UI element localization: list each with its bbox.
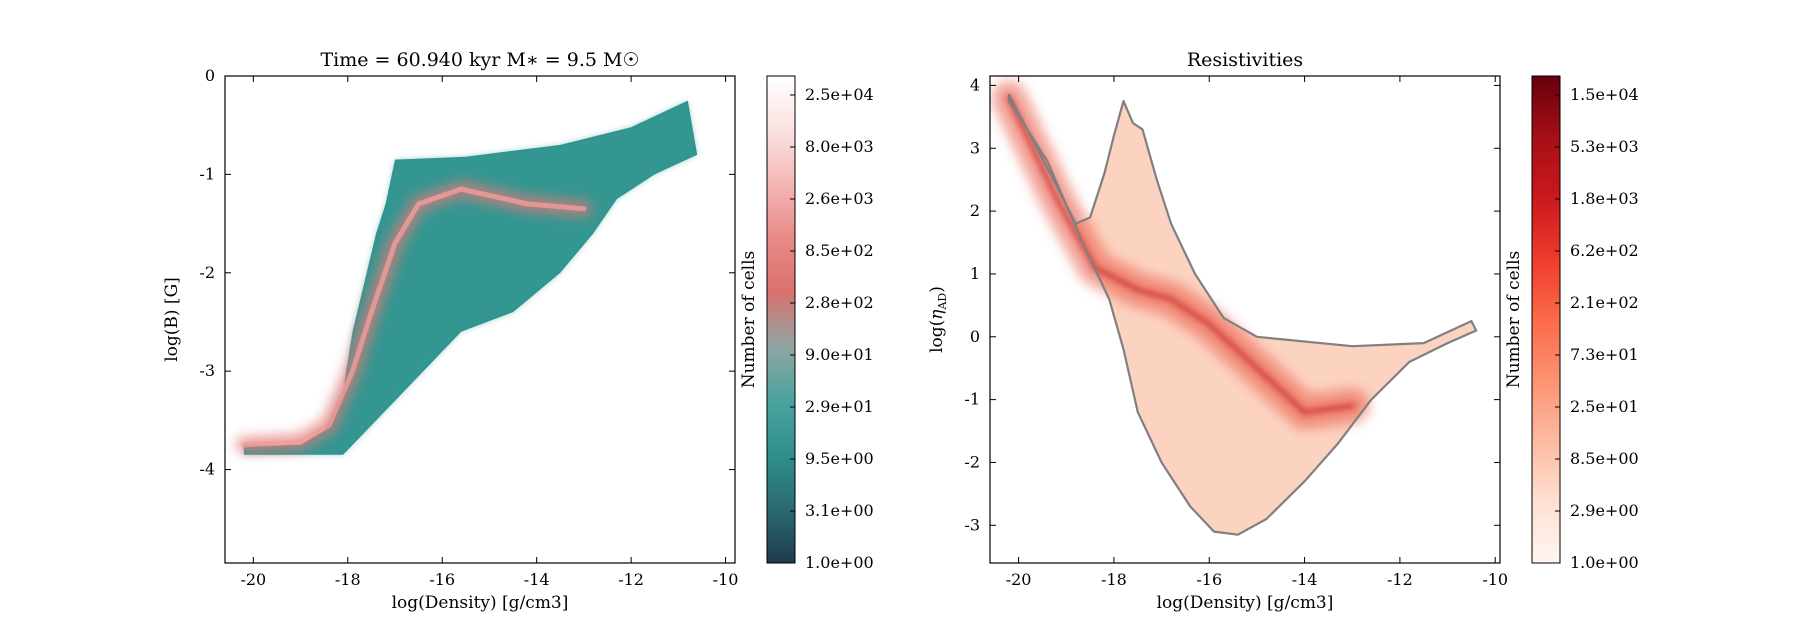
x-tick-label: -20 [240, 570, 266, 589]
x-tick-label: -20 [1006, 570, 1032, 589]
y-tick-label: -3 [199, 361, 215, 380]
y-tick-label: -2 [199, 263, 215, 282]
y-tick-label: 3 [970, 138, 980, 157]
panel2-colorbar-label: Number of cells [1504, 251, 1524, 389]
x-tick-label: -18 [1101, 570, 1127, 589]
panel1-colorbar [766, 75, 796, 564]
colorbar-tick-label: 3.1e+00 [805, 501, 874, 520]
panel1-title: Time = 60.940 kyr M∗ = 9.5 M☉ [320, 49, 639, 71]
x-tick-label: -12 [1387, 570, 1413, 589]
colorbar-tick-label: 2.8e+02 [805, 293, 874, 312]
colorbar-tick-label: 1.8e+03 [1570, 189, 1639, 208]
resistivity-ridge-core [1006, 95, 1356, 416]
colorbar-tick-label: 2.1e+02 [1570, 293, 1639, 312]
colorbar-tick-label: 5.3e+03 [1570, 137, 1639, 156]
colorbar-tick-label: 8.5e+02 [805, 241, 874, 260]
colorbar-tick-label: 6.2e+02 [1570, 241, 1639, 260]
colorbar-tick-label: 9.0e+01 [805, 345, 874, 364]
panel1-ticks: -20 -18 -16 -14 -12 -10 0 -1 -2 -3 -4 [199, 66, 738, 589]
panel2-title: Resistivities [1187, 49, 1303, 71]
colorbar-tick-label: 1.5e+04 [1570, 85, 1639, 104]
colorbar-tick-label: 9.5e+00 [805, 449, 874, 468]
y-tick-label: -3 [964, 515, 980, 534]
x-tick-label: -14 [1292, 570, 1318, 589]
y-tick-label: -1 [964, 390, 980, 409]
data-region [1009, 94, 1477, 535]
y-tick-label: 0 [970, 327, 980, 346]
panel1-colorbar-label: Number of cells [739, 251, 759, 389]
x-tick-label: -10 [1482, 570, 1508, 589]
colorbar-tick-label: 2.5e+04 [805, 85, 874, 104]
y-tick-label: 4 [970, 75, 980, 94]
panel2-frame [989, 75, 1501, 564]
panel1-ylabel: log(B) [G] [162, 277, 182, 362]
panel2-ylabel-symbol: η [927, 309, 947, 320]
colorbar-tick-label: 1.0e+00 [1570, 553, 1639, 572]
x-tick-label: -18 [335, 570, 361, 589]
y-tick-label: -2 [964, 452, 980, 471]
panel1-xlabel: log(Density) [g/cm3] [392, 593, 569, 613]
colorbar-tick-label: 2.9e+00 [1570, 501, 1639, 520]
y-tick-label: 0 [205, 66, 215, 85]
colorbar-tick-label: 8.0e+03 [805, 137, 874, 156]
panel2-ylabel: log(ηAD) [927, 286, 949, 353]
x-tick-label: -16 [1196, 570, 1222, 589]
y-tick-label: 1 [970, 264, 980, 283]
colorbar-tick-label: 2.9e+01 [805, 397, 874, 416]
colorbar-tick-label: 8.5e+00 [1570, 449, 1639, 468]
panel1-frame [224, 75, 736, 564]
magnetic-field-panel: Time = 60.940 kyr M∗ = 9.5 M☉ -20 -18 -16-… [162, 49, 874, 613]
x-tick-label: -12 [618, 570, 644, 589]
panel1-colorbar-ticks: 2.5e+04 8.0e+03 2.6e+03 8.5e+02 2.8e+02 9.0e+… [790, 85, 874, 572]
panel2-colorbar-ticks: 1.5e+04 5.3e+03 1.8e+03 6.2e+02 2.1e+02 7.3e+… [1555, 85, 1639, 572]
x-tick-label: -16 [429, 570, 455, 589]
colorbar-tick-label: 2.6e+03 [805, 189, 874, 208]
panel2-xlabel: log(Density) [g/cm3] [1157, 593, 1334, 613]
panel2-ylabel-main: log( [927, 320, 947, 353]
panel2-ylabel-subscript: AD [936, 293, 949, 311]
panel2-ylabel-close: ) [927, 286, 947, 293]
x-tick-label: -10 [713, 570, 739, 589]
panel2-plot-area [992, 81, 1478, 536]
resistivities-panel: Resistivities -20 -18 -16 -14 -12 -1043210-1-… [927, 49, 1639, 613]
y-tick-label: 2 [970, 201, 980, 220]
density-ridge-core [241, 186, 587, 448]
x-tick-label: -14 [524, 570, 550, 589]
panel2-ticks: -20 -18 -16 -14 -12 -10 4 3 2 1 0 -1 -2 -3 [964, 75, 1508, 589]
panel2-colorbar [1531, 75, 1561, 564]
colorbar-tick-label: 7.3e+01 [1570, 345, 1639, 364]
data-region-glow [243, 100, 698, 455]
panel1-plot-area [235, 100, 698, 455]
y-tick-label: -1 [199, 164, 215, 183]
region-contour [1007, 93, 1478, 536]
colorbar-tick-label: 2.5e+01 [1570, 397, 1639, 416]
y-tick-label: -4 [199, 460, 215, 479]
colorbar-tick-label: 1.0e+00 [805, 553, 874, 572]
